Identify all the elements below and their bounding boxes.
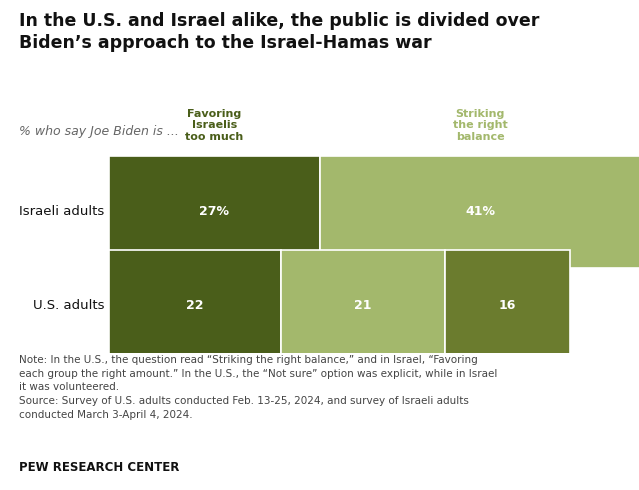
Text: In the U.S. and Israel alike, the public is divided over
Biden’s approach to the: In the U.S. and Israel alike, the public… [19,12,539,52]
Text: Striking
the right
balance: Striking the right balance [453,108,508,142]
Bar [320,156,639,268]
Text: % who say Joe Biden is ...: % who say Joe Biden is ... [19,125,179,138]
Text: Note: In the U.S., the question read “Striking the right balance,” and in Israel: Note: In the U.S., the question read “St… [19,355,498,419]
Text: Israeli adults: Israeli adults [19,205,104,218]
Text: U.S. adults: U.S. adults [33,299,104,312]
Bar [281,250,445,362]
Text: Favoring
Israelis
too much: Favoring Israelis too much [185,108,243,142]
Text: 27%: 27% [199,205,229,218]
Text: 16: 16 [499,299,516,312]
Text: 21: 21 [354,299,372,312]
Text: 22: 22 [186,299,203,312]
Bar [109,250,281,362]
Bar [445,250,571,362]
Text: 41%: 41% [465,205,495,218]
Bar [109,156,320,268]
Text: PEW RESEARCH CENTER: PEW RESEARCH CENTER [19,461,180,474]
